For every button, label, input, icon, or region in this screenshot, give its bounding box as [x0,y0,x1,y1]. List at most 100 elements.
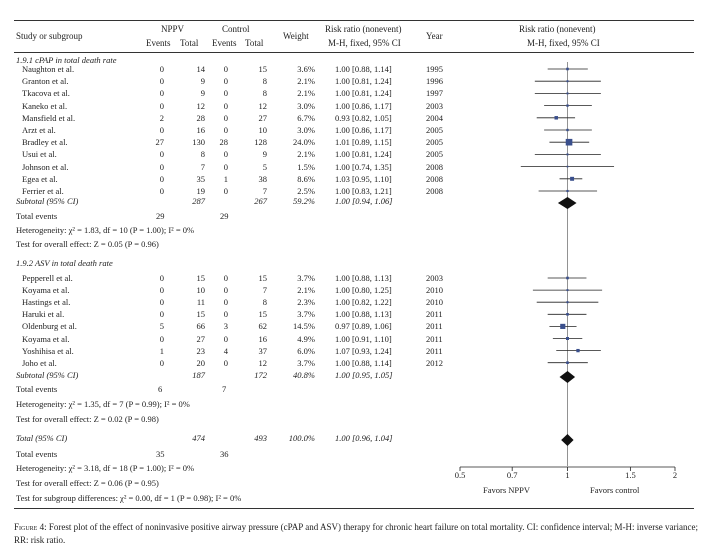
x-axis-tick-label: 1 [565,470,569,480]
total-nppv: 14 [196,64,206,74]
risk-ratio: 1.01 [0.89, 1.15] [335,137,392,148]
risk-ratio: 0.93 [0.82, 1.05] [335,112,392,123]
study-name: Oldenburg et al. [22,321,77,332]
total-control: 16 [258,333,268,344]
risk-ratio: 1.00 [0.86, 1.17] [335,125,392,135]
total-control: 7 [262,285,267,296]
year: 2011 [426,309,443,320]
study-name: Hastings et al. [22,297,71,308]
header-total-1: Total [180,38,199,48]
study-name: Usui et al. [22,149,57,160]
study-name: Egea et al. [22,173,58,184]
events-control: 0 [223,64,228,74]
total-nppv: 9 [200,76,205,87]
point-estimate-square [566,313,569,316]
group2-subtotal-rr: 1.00 [0.95, 1.05] [335,370,393,380]
total-control: 15 [258,309,268,320]
weight: 2.3% [297,297,315,308]
year: 2008 [426,161,443,172]
risk-ratio: 1.00 [0.81, 1.24] [335,88,392,99]
total-nppv: 15 [196,309,206,320]
total-rr: 1.00 [0.96, 1.04] [335,433,393,443]
risk-ratio: 1.00 [0.82, 1.22] [335,297,392,308]
events-nppv: 0 [159,297,164,308]
total-nppv: 8 [200,149,205,160]
point-estimate-square [565,138,573,146]
total-nppv: 7 [200,161,205,172]
total-control: 12 [258,357,268,368]
year: 2005 [426,149,443,160]
events-nppv: 27 [155,137,165,148]
year: 2005 [426,125,443,135]
study-name: Bradley et al. [22,137,68,148]
point-estimate-square [566,276,569,280]
group1-subtotal-rr: 1.00 [0.94, 1.06] [335,196,393,206]
total-nppv: 12 [196,100,206,111]
caption-label: Figure 4: [14,522,47,532]
risk-ratio: 1.00 [0.80, 1.25] [335,285,392,296]
year: 2011 [426,333,443,344]
header-plot-1: Risk ratio (nonevent) [519,24,596,34]
point-estimate-square [566,153,569,156]
weight: 14.5% [293,321,315,332]
study-name: Joho et al. [22,357,57,368]
weight: 2.1% [297,76,315,87]
total-control: 12 [258,100,268,111]
year: 1997 [426,88,443,99]
figure-caption: Figure 4: Forest plot of the effect of n… [14,521,698,547]
risk-ratio: 1.03 [0.95, 1.10] [335,173,392,184]
header-year: Year [426,31,443,41]
year: 2011 [426,345,443,356]
events-control: 0 [223,186,228,196]
risk-ratio: 1.00 [0.88, 1.13] [335,273,392,283]
summary-diamond [557,197,577,209]
total-control: 128 [254,137,267,148]
header-total-2: Total [245,38,264,48]
group2-subtotal-weight: 40.8% [293,370,315,380]
header-nppv: NPPV [161,24,185,34]
study-name: Kaneko et al. [22,100,68,111]
events-control: 4 [223,345,228,356]
x-axis-tick-label: 0.5 [455,470,466,480]
header-rr-1: Risk ratio (nonevent) [325,24,402,34]
events-control: 0 [223,285,228,296]
total-control: 15 [258,273,268,283]
header-study: Study or subgroup [16,31,83,41]
favors-nppv-label: Favors NPPV [483,485,530,495]
events-control: 28 [219,137,229,148]
year: 1996 [426,76,443,87]
weight: 3.0% [297,100,315,111]
group1-subtotal-label: Subtotal (95% CI) [16,196,79,206]
total-nppv: 9 [200,88,205,99]
risk-ratio: 1.00 [0.86, 1.17] [335,100,392,111]
total-nppv: 35 [196,173,206,184]
group2-subtotal-t2: 172 [254,370,267,380]
weight: 3.7% [297,309,315,320]
weight: 4.9% [297,333,315,344]
point-estimate-square [566,104,569,107]
weight: 3.0% [297,125,315,135]
events-nppv: 0 [159,161,164,172]
point-estimate-square [554,116,558,120]
total-control: 15 [258,64,268,74]
total-control: 8 [262,297,267,308]
point-estimate-square [566,189,569,193]
year: 2010 [426,285,443,296]
events-control: 0 [223,309,228,320]
study-name: Koyama et al. [22,333,70,344]
table-bottom-rule [14,508,694,509]
year: 2008 [426,186,443,196]
group2-subtotal-label: Subtotal (95% CI) [16,370,79,380]
header-plot-2: M-H, fixed, 95% CI [527,38,600,48]
year: 2011 [426,321,443,332]
year: 2003 [426,273,443,283]
header-bottom-rule [14,52,694,53]
weight: 6.0% [297,345,315,356]
study-name: Mansfield et al. [22,112,76,123]
year: 1995 [426,64,443,74]
favors-control-label: Favors control [590,485,640,495]
header-weight: Weight [283,31,309,41]
total-t2: 493 [254,433,267,443]
header-events-2: Events [212,38,237,48]
study-name: Naughton et al. [22,64,75,74]
